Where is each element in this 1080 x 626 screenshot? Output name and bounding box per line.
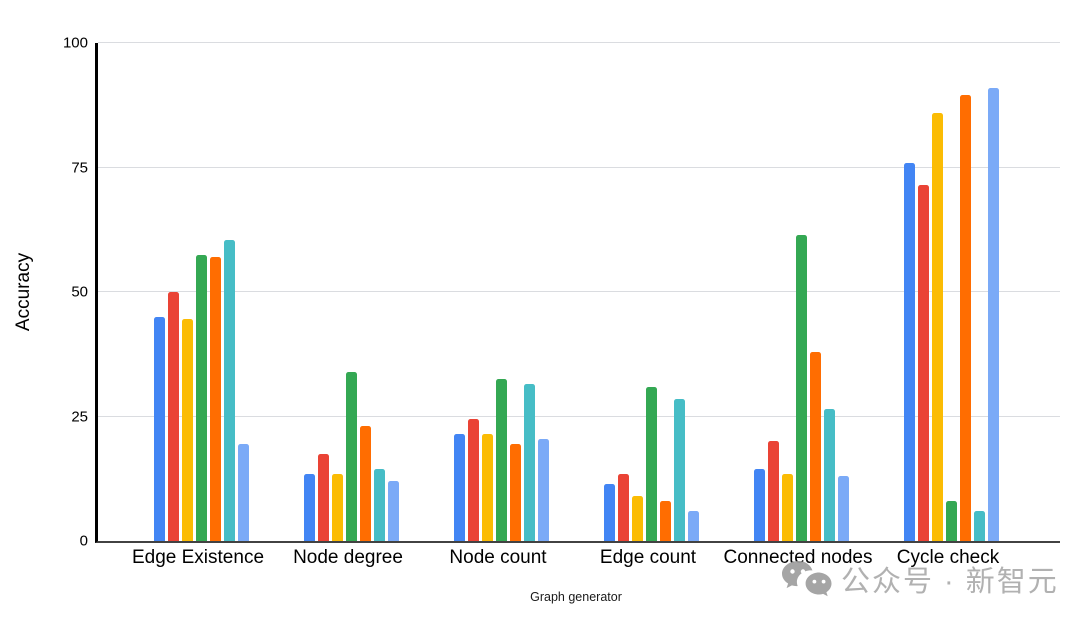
y-tick-label-25: 25 — [71, 408, 88, 425]
bar-series-light-blue — [687, 511, 699, 541]
bar-series-yellow — [331, 473, 343, 541]
category-label-2: Node count — [449, 547, 547, 568]
category-label-5: Cycle check — [896, 547, 1000, 568]
bar-group-2 — [426, 379, 576, 541]
bar-series-red — [167, 292, 179, 541]
bar-series-green — [795, 234, 807, 541]
bar-series-yellow — [931, 112, 943, 541]
y-tick-label-0: 0 — [79, 532, 88, 550]
bar-series-green — [645, 386, 657, 541]
bar-series-light-blue — [837, 476, 849, 541]
x-axis-title: Graph generator — [530, 590, 622, 604]
bar-group-3 — [576, 386, 726, 541]
bar-group-1 — [276, 371, 426, 541]
bar-series-blue — [603, 483, 615, 541]
bar-series-yellow — [181, 319, 193, 541]
bar-series-blue — [303, 473, 315, 541]
category-label-0: Edge Existence — [131, 547, 265, 568]
bar-series-teal — [223, 239, 235, 541]
bar-group-0 — [126, 239, 276, 541]
bar-series-blue — [153, 316, 165, 541]
bar-series-teal — [373, 468, 385, 541]
y-tick-label-50: 50 — [71, 283, 88, 301]
bar-series-orange — [809, 351, 821, 541]
bar-series-light-blue — [387, 481, 399, 541]
gridline-75 — [98, 166, 1060, 168]
category-label-4: Connected nodes — [723, 547, 873, 568]
watermark: 公众号 · 新智元 — [781, 558, 1059, 600]
bar-series-orange — [959, 95, 971, 541]
bar-series-light-blue — [987, 87, 999, 541]
bar-series-teal — [673, 399, 685, 541]
bar-series-light-blue — [237, 443, 249, 541]
gridline-100 — [98, 42, 1060, 43]
bar-series-yellow — [781, 473, 793, 541]
bar-series-teal — [973, 511, 985, 541]
category-label-3: Edge count — [599, 547, 697, 568]
bar-series-blue — [903, 162, 915, 541]
bar-series-orange — [509, 443, 521, 541]
y-tick-label-100: 100 — [62, 34, 88, 52]
bar-series-red — [467, 419, 479, 541]
wechat-icon — [782, 561, 832, 597]
y-tick-label-75: 75 — [71, 159, 88, 176]
bar-group-4 — [726, 234, 876, 541]
bar-series-teal — [823, 409, 835, 541]
bar-series-green — [345, 371, 357, 541]
bar-series-red — [767, 441, 779, 541]
bar-series-red — [317, 453, 329, 541]
bar-series-green — [945, 501, 957, 541]
bar-series-yellow — [631, 496, 643, 541]
plot-area — [95, 42, 1060, 543]
bar-series-orange — [209, 257, 221, 541]
bar-series-red — [917, 184, 929, 541]
category-label-1: Node degree — [293, 547, 403, 568]
gridline-25 — [98, 415, 1060, 417]
bar-series-teal — [523, 384, 535, 541]
bar-series-green — [195, 254, 207, 541]
gridline-50 — [98, 291, 1060, 292]
bar-series-blue — [453, 433, 465, 541]
bar-series-yellow — [481, 433, 493, 541]
bar-series-orange — [659, 501, 671, 541]
bar-series-red — [617, 473, 629, 541]
bar-series-green — [495, 379, 507, 541]
bar-group-5 — [876, 87, 1026, 541]
bar-series-blue — [753, 468, 765, 541]
watermark-text: 公众号 · 新智元 — [841, 566, 1059, 598]
bar-series-light-blue — [537, 438, 549, 541]
bar-series-orange — [359, 426, 371, 541]
